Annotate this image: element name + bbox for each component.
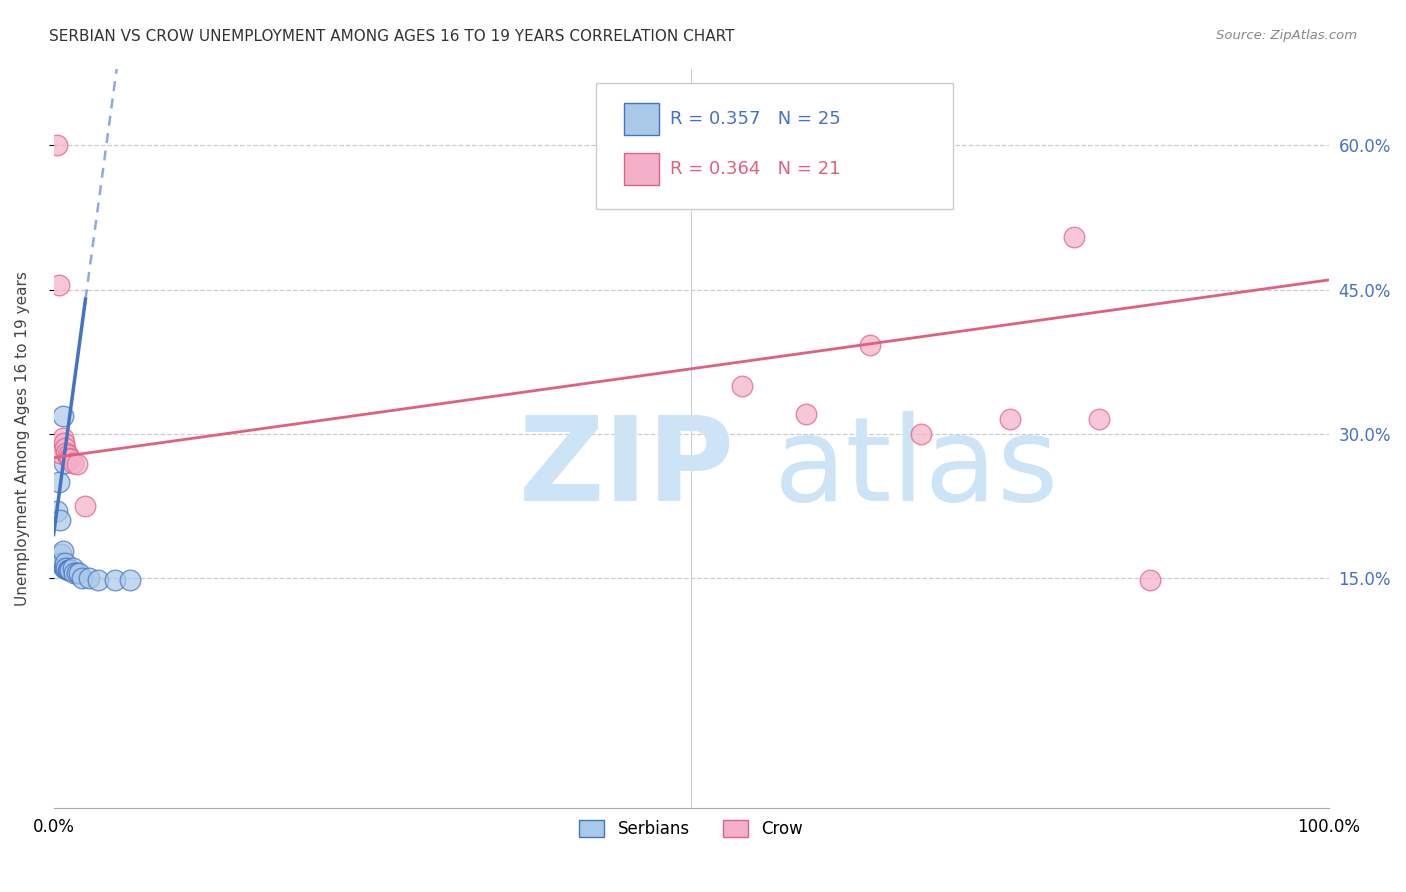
- Text: Source: ZipAtlas.com: Source: ZipAtlas.com: [1216, 29, 1357, 42]
- Point: [910, 426, 932, 441]
- Point: [58, 563, 80, 577]
- FancyBboxPatch shape: [596, 83, 953, 209]
- Point: [52, 561, 75, 575]
- Point: [1063, 229, 1085, 244]
- Point: [48, 277, 70, 292]
- Point: [52, 436, 75, 450]
- Point: [120, 573, 142, 587]
- Point: [46, 138, 69, 153]
- Point: [65, 458, 87, 472]
- Point: [55, 446, 77, 460]
- Text: ZIP: ZIP: [519, 410, 735, 525]
- Point: [51, 547, 73, 561]
- Point: [67, 566, 90, 580]
- Point: [49, 513, 72, 527]
- Point: [53, 441, 76, 455]
- Point: [56, 448, 79, 462]
- Bar: [624, 153, 659, 186]
- Point: [87, 573, 110, 587]
- Point: [998, 412, 1021, 426]
- Point: [51, 409, 73, 424]
- Text: SERBIAN VS CROW UNEMPLOYMENT AMONG AGES 16 TO 19 YEARS CORRELATION CHART: SERBIAN VS CROW UNEMPLOYMENT AMONG AGES …: [49, 29, 735, 44]
- Point: [53, 557, 76, 571]
- Point: [63, 566, 86, 580]
- Point: [52, 456, 75, 470]
- Text: R = 0.357   N = 25: R = 0.357 N = 25: [669, 110, 841, 128]
- Point: [53, 561, 76, 575]
- Point: [70, 571, 93, 585]
- Point: [59, 563, 82, 577]
- Point: [62, 456, 84, 470]
- Point: [49, 446, 72, 460]
- Legend: Serbians, Crow: Serbians, Crow: [572, 813, 810, 845]
- Bar: [624, 103, 659, 135]
- Point: [51, 557, 73, 571]
- Point: [48, 475, 70, 489]
- Y-axis label: Unemployment Among Ages 16 to 19 years: Unemployment Among Ages 16 to 19 years: [15, 271, 30, 606]
- Point: [55, 561, 77, 575]
- Point: [62, 561, 84, 575]
- Point: [49, 557, 72, 571]
- Point: [75, 499, 97, 513]
- Point: [51, 432, 73, 446]
- Point: [56, 563, 79, 577]
- Point: [1139, 573, 1161, 587]
- Point: [731, 378, 754, 392]
- Point: [79, 571, 101, 585]
- Point: [59, 451, 82, 466]
- Text: R = 0.364   N = 21: R = 0.364 N = 21: [669, 161, 839, 178]
- Point: [65, 566, 87, 580]
- Point: [58, 450, 80, 465]
- Point: [794, 408, 817, 422]
- Point: [51, 544, 73, 558]
- Text: atlas: atlas: [775, 410, 1060, 525]
- Point: [46, 503, 69, 517]
- Point: [1088, 412, 1111, 426]
- Point: [859, 338, 882, 352]
- Point: [104, 573, 127, 587]
